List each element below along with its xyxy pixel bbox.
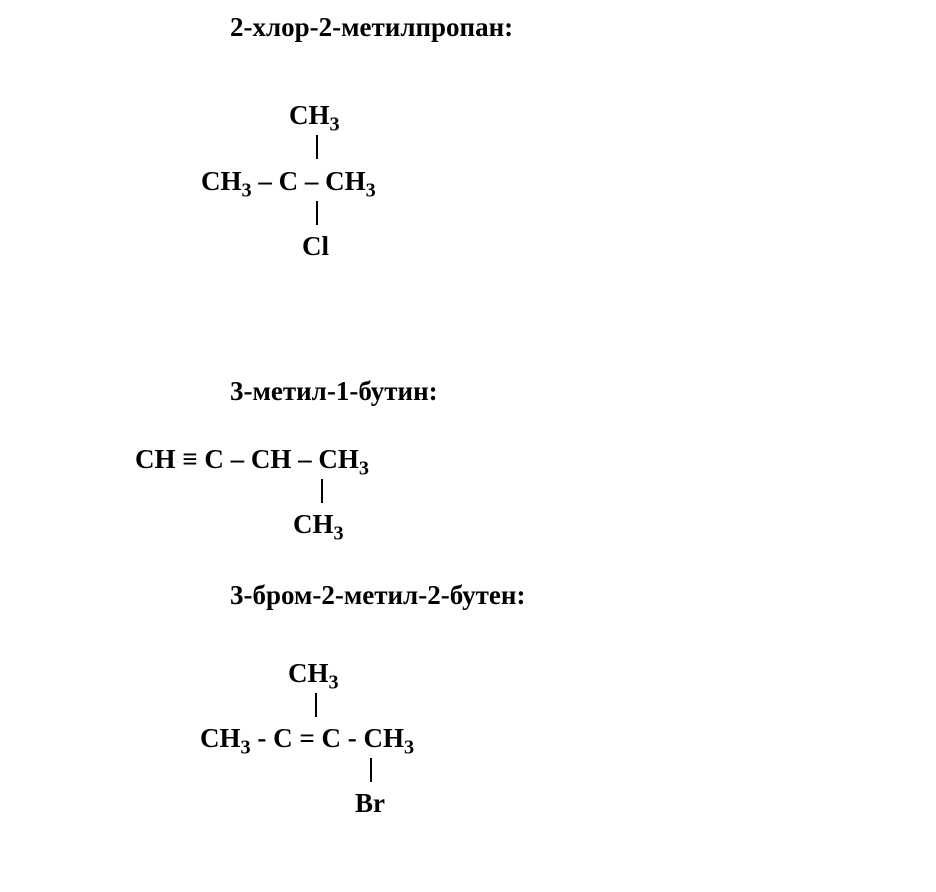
compound-1-main-chain: CH3 – C – CH3 bbox=[201, 168, 376, 195]
page: 2-хлор-2-метилпропан: CH3 CH3 – C – CH3 … bbox=[0, 0, 936, 892]
compound-3-bond-bottom bbox=[370, 758, 372, 782]
compound-3-bond-top bbox=[315, 693, 317, 717]
compound-1-ch3-top: CH3 bbox=[289, 102, 340, 129]
compound-1-bond-top bbox=[316, 135, 318, 159]
compound-2-main-chain: CH ≡ C – CH – CH3 bbox=[135, 446, 369, 473]
compound-1-cl: Cl bbox=[302, 233, 329, 260]
compound-3-br: Br bbox=[355, 790, 385, 817]
compound-2-bond bbox=[321, 479, 323, 503]
compound-2-ch3-bottom: CH3 bbox=[293, 511, 344, 538]
compound-title-1: 2-хлор-2-метилпропан: bbox=[230, 12, 513, 43]
compound-1-bond-bottom bbox=[316, 201, 318, 225]
compound-3-ch3-top: CH3 bbox=[288, 660, 339, 687]
compound-title-3: 3-бром-2-метил-2-бутен: bbox=[230, 580, 525, 611]
compound-3-main-chain: CH3 - C = C - CH3 bbox=[200, 725, 414, 752]
compound-title-2: 3-метил-1-бутин: bbox=[230, 376, 438, 407]
